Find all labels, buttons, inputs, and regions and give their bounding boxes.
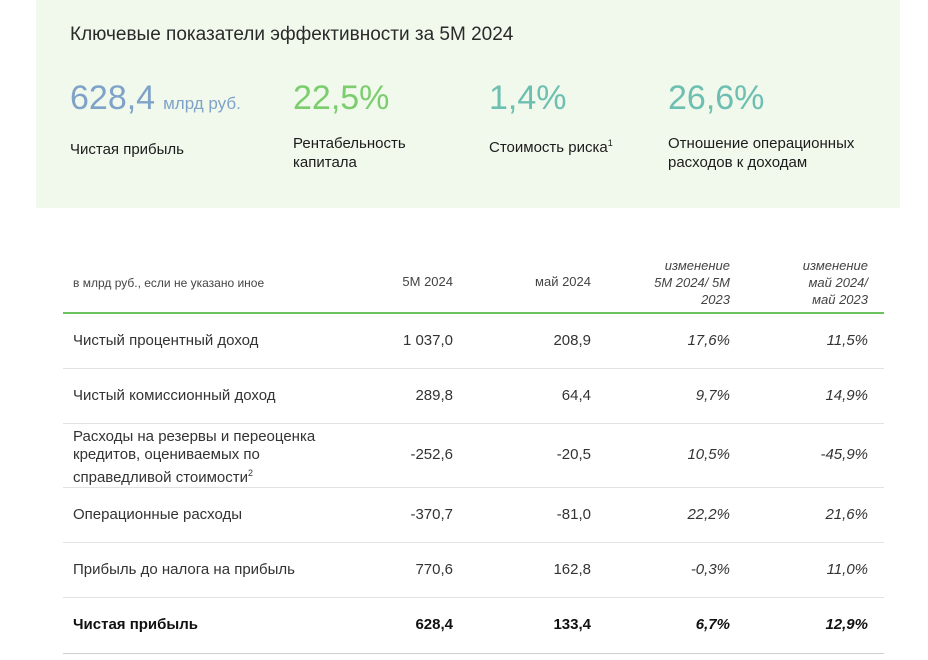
kpi-number: 628,4 [70, 79, 156, 117]
footnote-marker: 1 [607, 138, 613, 148]
value-5m-2024: 1 037,0 [402, 332, 453, 349]
financial-table: в млрд руб., если не указано иное 5М 202… [63, 246, 884, 654]
kpi-label-text: Стоимость риска [489, 139, 608, 156]
change-may: 12,9% [825, 616, 868, 633]
change-may: 14,9% [825, 387, 868, 404]
table-row: Операционные расходы -370,7 -81,0 22,2% … [63, 488, 884, 543]
kpi-net-profit: 628,4 млрд руб. Чистая прибыль [70, 78, 241, 159]
value-5m-2024: 770,6 [415, 561, 453, 578]
change-may: 11,5% [826, 332, 868, 349]
value-may-2024: 208,9 [553, 332, 591, 349]
change-5m: 17,6% [687, 332, 730, 349]
value-may-2024: 64,4 [561, 387, 591, 404]
change-5m: 6,7% [695, 616, 730, 633]
change-may: 11,0% [826, 561, 868, 578]
change-5m: 10,5% [687, 446, 730, 463]
change-5m: -0,3% [690, 561, 730, 578]
kpi-value: 22,5% [293, 79, 390, 117]
change-may: 21,6% [825, 506, 868, 523]
footnote-marker: 2 [248, 468, 254, 478]
kpi-value: 1,4% [489, 79, 567, 117]
change-5m: 22,2% [687, 506, 730, 523]
value-may-2024: 162,8 [553, 561, 591, 578]
change-5m: 9,7% [695, 387, 730, 404]
value-5m-2024: -252,6 [410, 446, 453, 463]
col-header-change-may: изменение май 2024/ май 2023 [802, 258, 868, 307]
table-row-total: Чистая прибыль 628,4 133,4 6,7% 12,9% [63, 598, 884, 654]
row-label: Чистый комиссионный доход [73, 387, 276, 404]
value-may-2024: -81,0 [556, 506, 591, 523]
change-may: -45,9% [820, 446, 868, 463]
kpi-panel: Ключевые показатели эффективности за 5М … [36, 0, 900, 208]
kpi-roe: 22,5% Рентабельность капитала [293, 78, 443, 172]
value-may-2024: 133,4 [553, 616, 591, 633]
row-label: Чистый процентный доход [73, 332, 259, 349]
kpi-label: Рентабельность капитала [293, 135, 406, 171]
kpi-label: Чистая прибыль [70, 141, 184, 158]
col-header-may-2024: май 2024 [535, 274, 591, 289]
kpi-cost-of-risk: 1,4% Стоимость риска1 [489, 78, 613, 157]
kpi-value: 628,4 млрд руб. [70, 78, 241, 124]
kpi-value: 26,6% [668, 79, 765, 117]
row-label: Чистая прибыль [73, 616, 198, 633]
table-row: Чистый процентный доход 1 037,0 208,9 17… [63, 314, 884, 369]
kpi-cost-income-ratio: 26,6% Отношение операционных расходов к … [668, 78, 878, 172]
kpi-label: Отношение операционных расходов к дохода… [668, 135, 855, 171]
col-header-5m-2024: 5М 2024 [402, 274, 453, 289]
row-label: Прибыль до налога на прибыль [73, 561, 295, 578]
kpi-unit: млрд руб. [163, 94, 241, 113]
value-5m-2024: -370,7 [410, 506, 453, 523]
units-note: в млрд руб., если не указано иное [73, 276, 265, 290]
kpi-title: Ключевые показатели эффективности за 5М … [70, 24, 514, 45]
value-may-2024: -20,5 [556, 446, 591, 463]
table-row: Чистый комиссионный доход 289,8 64,4 9,7… [63, 369, 884, 424]
table-row: Расходы на резервы и переоценка кредитов… [63, 424, 884, 488]
row-label: Операционные расходы [73, 506, 243, 523]
kpi-label: Стоимость риска1 [489, 134, 613, 157]
col-header-change-5m: изменение 5М 2024/ 5М 2023 [654, 258, 730, 307]
row-label-text: Расходы на резервы и переоценка кредитов… [73, 428, 316, 486]
row-label: Расходы на резервы и переоценка кредитов… [73, 428, 333, 487]
table-row: Прибыль до налога на прибыль 770,6 162,8… [63, 543, 884, 598]
value-5m-2024: 628,4 [415, 616, 453, 633]
value-5m-2024: 289,8 [415, 387, 453, 404]
table-header: в млрд руб., если не указано иное 5М 202… [63, 246, 884, 314]
